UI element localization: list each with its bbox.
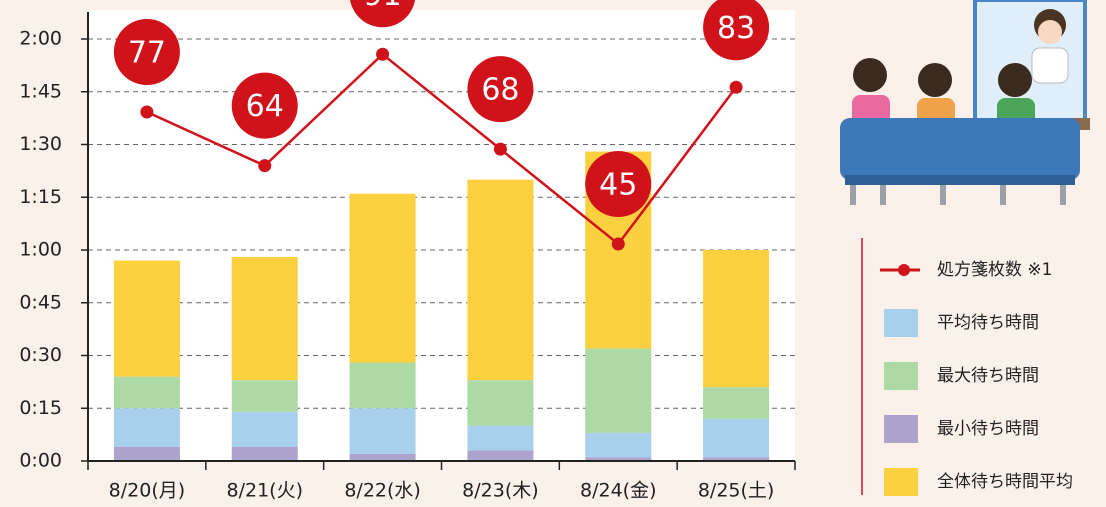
x-tick-label: 8/24(金): [580, 480, 657, 502]
x-tick-label: 8/20(月): [109, 480, 186, 502]
bar-segment: [232, 447, 298, 461]
y-tick-label: 0:15: [19, 397, 62, 419]
y-tick-label: 1:30: [19, 133, 62, 155]
y-tick-label: 0:30: [19, 344, 62, 366]
bar-segment: [114, 377, 180, 409]
bar-segment: [467, 180, 533, 380]
line-point: [494, 143, 507, 156]
bar-segment: [350, 363, 416, 409]
line-point: [376, 48, 389, 61]
data-label: 64: [246, 89, 284, 124]
x-tick-label: 8/25(土): [698, 480, 775, 502]
data-label: 68: [481, 73, 519, 108]
line-point: [258, 159, 271, 172]
bar-segment: [703, 250, 769, 387]
bar-segment: [467, 426, 533, 451]
bar-segment: [114, 408, 180, 447]
legend-label: 最大待ち時間: [937, 366, 1039, 386]
chart: 0:00 0:15 0:30 0:45 1:00 1:15 1:30 1:45 2:00 8/20…: [0, 0, 1106, 507]
x-tick-label: 8/21(火): [227, 480, 304, 502]
y-tick-label: 0:00: [19, 450, 62, 472]
bar-segment: [467, 380, 533, 426]
y-tick-label: 0:45: [19, 291, 62, 313]
legend-swatch: [884, 362, 918, 390]
bar-segment: [114, 447, 180, 461]
legend-label: 全体待ち時間平均: [937, 472, 1073, 492]
legend-label: 処方箋枚数 ※1: [937, 260, 1052, 280]
legend-swatch: [884, 309, 918, 337]
bar-segment: [114, 261, 180, 377]
plot-area: [88, 10, 795, 461]
bar-segment: [703, 419, 769, 458]
bar-segment: [467, 450, 533, 461]
bar-segment: [585, 433, 651, 458]
x-tick-label: 8/23(木): [462, 480, 539, 502]
data-label: 45: [599, 168, 637, 203]
legend-label: 最小待ち時間: [937, 419, 1039, 439]
x-tick-label: 8/22(水): [344, 480, 421, 502]
bar-segment: [350, 454, 416, 461]
line-point: [730, 81, 743, 94]
legend-label: 平均待ち時間: [937, 313, 1039, 333]
legend-swatch: [884, 468, 918, 496]
bar-segment: [232, 257, 298, 380]
data-label: 91: [363, 0, 401, 13]
bar-segment: [350, 408, 416, 454]
legend-marker: [898, 264, 910, 276]
line-point: [140, 106, 153, 119]
bar-segment: [232, 380, 298, 412]
data-label: 83: [717, 11, 755, 46]
bar-segment: [585, 348, 651, 432]
bar-segment: [350, 194, 416, 363]
bar-segment: [703, 387, 769, 419]
y-tick-label: 2:00: [19, 28, 62, 50]
y-tick-label: 1:15: [19, 186, 62, 208]
y-tick-label: 1:45: [19, 80, 62, 102]
bar-segment: [232, 412, 298, 447]
y-tick-label: 1:00: [19, 239, 62, 261]
legend-swatch: [884, 415, 918, 443]
data-label: 77: [128, 36, 166, 71]
line-point: [612, 238, 625, 251]
